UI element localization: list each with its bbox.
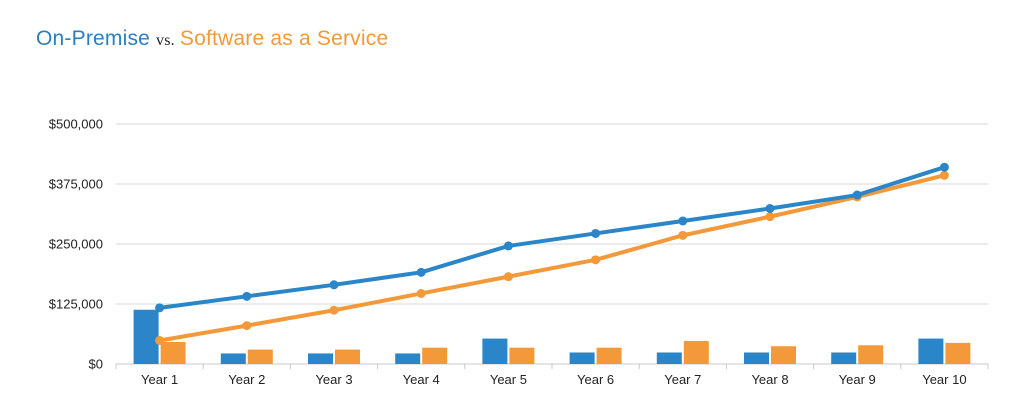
x-tick-label: Year 9 (839, 372, 876, 387)
bar (656, 352, 682, 364)
x-tick-label: Year 10 (922, 372, 966, 387)
bar (395, 353, 421, 364)
series-line (157, 165, 947, 310)
data-point (329, 280, 339, 290)
title-connector: vs. (156, 32, 175, 49)
y-tick-label: $250,000 (49, 237, 103, 252)
bar (220, 353, 246, 364)
x-tick-label: Year 1 (141, 372, 178, 387)
x-tick-label: Year 8 (751, 372, 788, 387)
data-point (939, 170, 949, 180)
y-tick-label: $500,000 (49, 117, 103, 132)
bar (596, 347, 622, 364)
title-on-premise: On-Premise (36, 27, 151, 50)
data-point (242, 291, 252, 301)
data-point (503, 272, 513, 282)
bar (858, 345, 884, 364)
line-series-on-premise (155, 162, 949, 313)
bar (335, 349, 360, 364)
bar (918, 338, 944, 364)
x-tick-label: Year 7 (664, 372, 701, 387)
x-axis-labels: Year 1 Year 2 Year 3 Year 4 Year 5 Year 6 Year… (115, 364, 989, 387)
line-series-saas (155, 170, 949, 345)
bar (569, 352, 595, 364)
bar (771, 346, 796, 364)
bar (945, 342, 971, 364)
y-tick-label: $125,000 (49, 297, 103, 312)
data-point (678, 230, 688, 240)
bar (744, 352, 769, 364)
bar (683, 340, 709, 364)
bar-series-on-premise (133, 309, 944, 364)
data-point (329, 305, 339, 315)
bar (482, 338, 508, 364)
data-point (242, 321, 252, 331)
data-point (155, 303, 165, 313)
data-point (852, 190, 862, 200)
data-point (591, 228, 601, 238)
series-line (157, 173, 947, 343)
data-point (939, 162, 949, 172)
bar (509, 347, 535, 364)
x-tick-label: Year 5 (490, 372, 527, 387)
data-point (503, 241, 513, 251)
data-point (155, 335, 165, 345)
data-point (765, 212, 775, 222)
data-point (416, 288, 426, 298)
data-point (591, 255, 601, 265)
y-tick-label: $375,000 (49, 177, 103, 192)
x-tick-label: Year 3 (315, 372, 352, 387)
bar (422, 347, 448, 364)
bar (160, 341, 186, 364)
chart-title: On-Premise vs. Software as a Service (36, 26, 388, 54)
bar (308, 353, 333, 364)
bar (831, 352, 857, 364)
data-point (416, 267, 426, 277)
y-tick-label: $0 (89, 357, 103, 372)
x-tick-label: Year 6 (577, 372, 614, 387)
bar (247, 349, 273, 364)
y-axis-labels: $0 $125,000 $250,000 $375,000 $500,000 (49, 117, 103, 372)
x-tick-label: Year 2 (228, 372, 265, 387)
data-point (765, 203, 775, 213)
bar-series-saas (160, 340, 971, 364)
bar (133, 309, 159, 364)
data-point (678, 216, 688, 226)
x-tick-label: Year 4 (403, 372, 440, 387)
title-saas: Software as a Service (179, 27, 389, 50)
